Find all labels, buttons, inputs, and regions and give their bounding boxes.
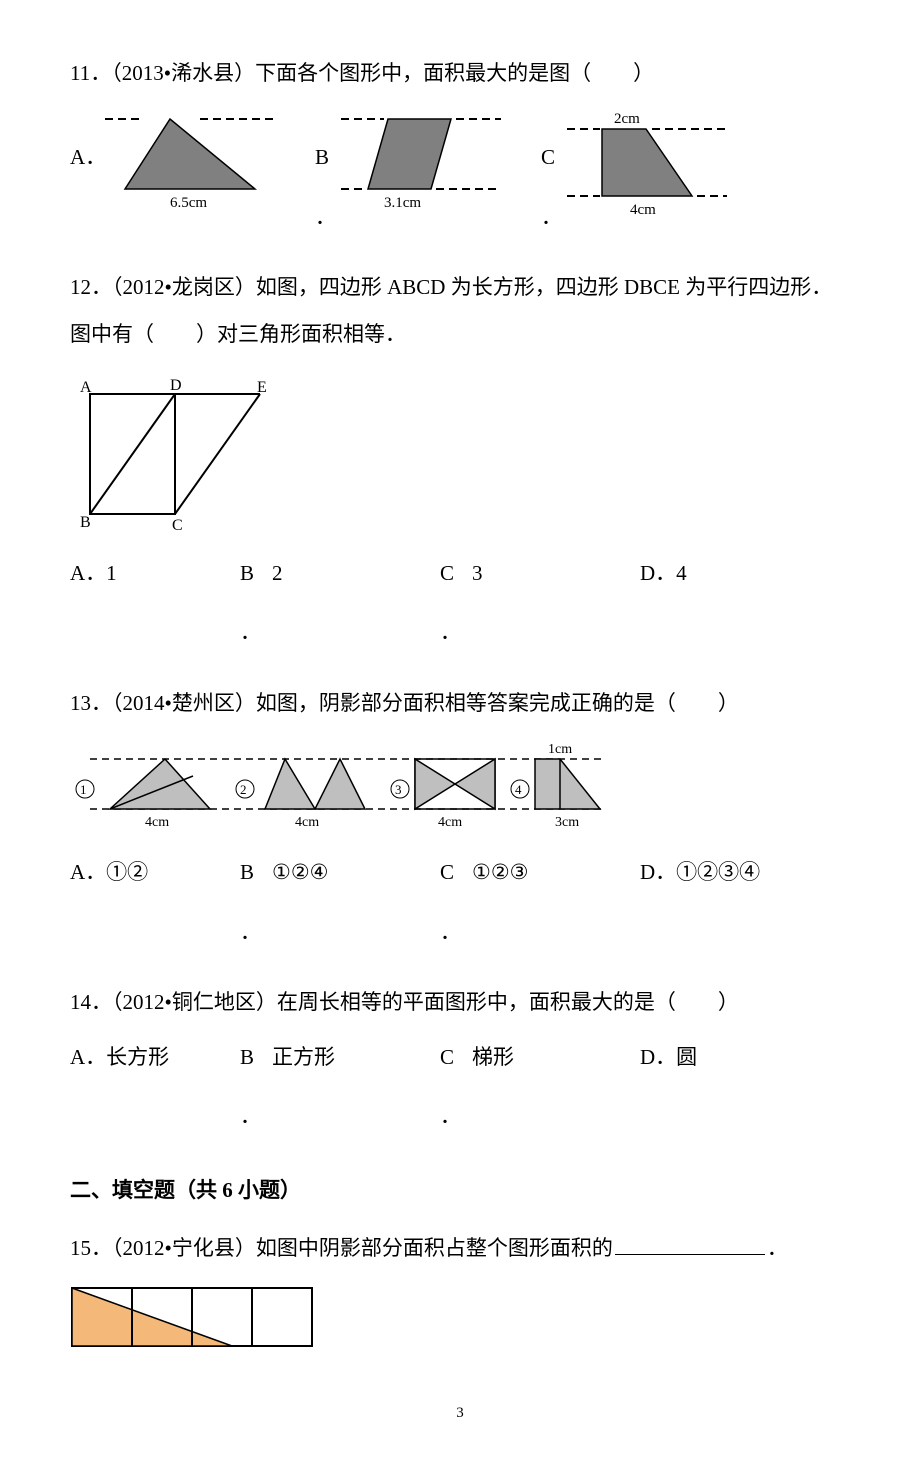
svg-text:3: 3 [395,782,402,797]
q13-optB: B [240,856,254,890]
section-2-title: 二、填空题（共 6 小题） [70,1174,850,1208]
q12-optB2: 2 [272,557,283,591]
q12-optC: C [440,557,454,591]
svg-text:A: A [80,379,92,396]
svg-text:4cm: 4cm [630,202,656,216]
q13-optA: A．①② [70,856,240,949]
svg-text:4cm: 4cm [145,815,169,830]
q11-optB-label: B [315,141,336,175]
q11-optB-period: ． [315,201,336,235]
q12-options: A．1 B 2 ． C 3 ． D．4 [70,557,850,650]
q15-text: 15．（2012•宁化县）如图中阴影部分面积占整个图形面积的 ． [70,1225,850,1271]
q14-optB-period: ． [240,1100,440,1134]
q11-optB-col: B ． [315,111,336,234]
q14-optA: A．长方形 [70,1041,240,1134]
svg-text:C: C [172,517,183,534]
q13-optB-period: ． [240,916,440,950]
svg-text:E: E [257,379,267,396]
q11-optC-period: ． [541,201,562,235]
page-number: 3 [70,1401,850,1425]
q14-optD: D．圆 [640,1041,850,1134]
question-11: 11．（2013•浠水县）下面各个图形中，面积最大的是图（ ） A． 6.5cm… [70,50,850,234]
q11-text: 11．（2013•浠水县）下面各个图形中，面积最大的是图（ ） [70,50,850,96]
q13-optB2: ①②④ [272,856,328,890]
q12-optD: D．4 [640,557,850,650]
q15-blank [615,1237,765,1255]
q12-optB-col: B 2 ． [240,557,440,650]
q12-optC-period: ． [440,616,640,650]
q12-optB: B [240,557,254,591]
q13-optC-period: ． [440,916,640,950]
q11-optC-col: C ． [541,111,562,234]
q12-optA: A．1 [70,557,240,650]
svg-text:6.5cm: 6.5cm [170,195,207,211]
svg-text:1cm: 1cm [548,742,572,757]
q13-optC-col: C ①②③ ． [440,856,640,949]
q14-text: 14．（2012•铜仁地区）在周长相等的平面图形中，面积最大的是（ ） [70,979,850,1025]
q11-optA-label: A． [70,111,100,175]
q13-figure: 1 4cm 2 4cm 3 4cm 4 1cm 3cm [70,741,850,836]
svg-text:2: 2 [240,782,247,797]
q13-text: 13．（2014•楚州区）如图，阴影部分面积相等答案完成正确的是（ ） [70,680,850,726]
svg-text:D: D [170,377,182,394]
q13-optC2: ①②③ [472,856,528,890]
svg-text:3cm: 3cm [555,815,579,830]
question-13: 13．（2014•楚州区）如图，阴影部分面积相等答案完成正确的是（ ） 1 4c… [70,680,850,949]
q14-optC-col: C 梯形 ． [440,1041,640,1134]
q13-optB-col: B ①②④ ． [240,856,440,949]
q12-text: 12．（2012•龙岗区）如图，四边形 ABCD 为长方形，四边形 DBCE 为… [70,264,850,356]
q13-optD: D．①②③④ [640,856,850,949]
question-14: 14．（2012•铜仁地区）在周长相等的平面图形中，面积最大的是（ ） A．长方… [70,979,850,1133]
q14-optB-col: B 正方形 ． [240,1041,440,1134]
q14-optC2: 梯形 [472,1041,514,1075]
q12-figure: A D E B C [70,372,850,537]
q12-optB-period: ． [240,616,440,650]
question-15: 15．（2012•宁化县）如图中阴影部分面积占整个图形面积的 ． [70,1225,850,1351]
q14-optB: B [240,1041,254,1075]
svg-text:4cm: 4cm [438,815,462,830]
q12-optC2: 3 [472,557,483,591]
q11-figB: 3.1cm [336,111,506,211]
question-12: 12．（2012•龙岗区）如图，四边形 ABCD 为长方形，四边形 DBCE 为… [70,264,850,650]
q11-figC: 2cm 4cm [562,111,732,216]
svg-text:4cm: 4cm [295,815,319,830]
q14-optB2: 正方形 [272,1041,335,1075]
q15-figure [70,1286,850,1351]
q15-text-post: ． [767,1236,788,1260]
q12-optC-col: C 3 ． [440,557,640,650]
q13-optC: C [440,856,454,890]
q14-optC-period: ． [440,1100,640,1134]
svg-text:4: 4 [515,782,522,797]
q13-options: A．①② B ①②④ ． C ①②③ ． D．①②③④ [70,856,850,949]
q15-text-pre: 15．（2012•宁化县）如图中阴影部分面积占整个图形面积的 [70,1236,613,1260]
q11-optC-label: C [541,141,562,175]
svg-text:B: B [80,514,91,531]
q14-options: A．长方形 B 正方形 ． C 梯形 ． D．圆 [70,1041,850,1134]
svg-text:2cm: 2cm [614,111,640,127]
svg-text:1: 1 [80,782,87,797]
q11-figA: 6.5cm [100,111,280,211]
q11-options: A． 6.5cm B ． 3.1cm C ． 2cm [70,111,850,234]
svg-text:3.1cm: 3.1cm [384,195,421,211]
q14-optC: C [440,1041,454,1075]
